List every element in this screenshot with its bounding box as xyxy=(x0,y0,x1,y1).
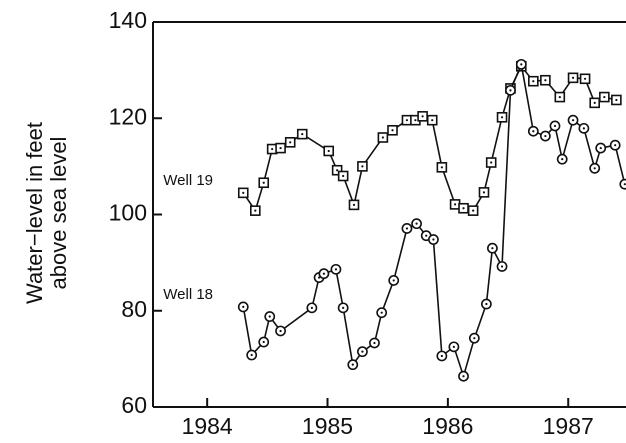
marker-dot xyxy=(289,141,292,144)
marker-dot xyxy=(485,302,488,306)
marker-dot xyxy=(532,80,535,83)
y-tick-label: 60 xyxy=(121,392,147,418)
marker-dot xyxy=(544,134,547,138)
marker-dot xyxy=(310,306,313,309)
marker-dot xyxy=(462,207,465,210)
marker-dot xyxy=(462,375,465,378)
x-tick-label: 1987 xyxy=(543,413,594,439)
marker-dot xyxy=(532,130,535,133)
marker-dot xyxy=(421,115,424,118)
marker-dot xyxy=(603,95,606,99)
marker-dot xyxy=(361,165,364,168)
marker-dot xyxy=(254,209,257,212)
marker-dot xyxy=(342,306,345,309)
marker-dot xyxy=(440,166,443,169)
x-tick-label: 1985 xyxy=(302,413,353,439)
marker-dot xyxy=(482,191,486,194)
marker-dot xyxy=(599,146,602,150)
marker-dot xyxy=(279,146,282,150)
marker-dot xyxy=(583,77,587,80)
marker-dot xyxy=(452,345,455,348)
marker-dot xyxy=(415,222,418,225)
marker-dot xyxy=(405,119,409,122)
marker-dot xyxy=(571,119,575,122)
marker-dot xyxy=(490,161,493,164)
y-tick-label: 80 xyxy=(121,296,147,322)
series-label: Well 18 xyxy=(163,286,213,303)
marker-dot xyxy=(268,315,271,318)
marker-dot xyxy=(614,144,617,147)
y-axis-label: above sea level xyxy=(46,137,71,290)
marker-dot xyxy=(472,209,475,212)
marker-dot xyxy=(279,329,282,333)
marker-dot xyxy=(414,119,417,122)
marker-dot xyxy=(558,95,561,99)
marker-dot xyxy=(262,340,265,344)
marker-dot xyxy=(571,76,575,79)
marker-dot xyxy=(327,149,330,153)
marker-dot xyxy=(473,337,476,340)
marker-dot xyxy=(334,268,338,271)
marker-dot xyxy=(561,158,564,161)
marker-dot xyxy=(373,341,376,345)
y-tick-label: 120 xyxy=(109,103,147,129)
marker-dot xyxy=(582,127,585,130)
marker-dot xyxy=(425,234,428,237)
marker-dot xyxy=(322,272,326,275)
marker-dot xyxy=(391,129,394,132)
marker-dot xyxy=(392,279,395,282)
marker-dot xyxy=(553,124,557,128)
marker-dot xyxy=(271,147,274,151)
series-line xyxy=(242,61,626,379)
marker-dot xyxy=(623,183,626,186)
marker-dot xyxy=(342,174,345,178)
marker-dot xyxy=(615,98,618,102)
marker-dot xyxy=(500,116,504,119)
x-tick-label: 1984 xyxy=(182,413,233,439)
y-tick-label: 100 xyxy=(109,200,147,226)
marker-dot xyxy=(431,119,434,122)
marker-dot xyxy=(440,354,443,358)
marker-dot xyxy=(453,203,457,206)
marker-dot xyxy=(262,181,265,184)
marker-dot xyxy=(352,203,356,206)
marker-dot xyxy=(491,247,494,250)
marker-dot xyxy=(301,133,304,136)
marker-dot xyxy=(593,167,596,170)
marker-dot xyxy=(500,265,504,268)
y-axis-label: Water−level in feet xyxy=(22,122,47,304)
marker-dot xyxy=(361,350,364,353)
marker-dot xyxy=(381,136,384,139)
marker-dot xyxy=(351,363,354,366)
marker-dot xyxy=(520,63,523,66)
y-tick-label: 140 xyxy=(109,7,147,33)
marker-dot xyxy=(509,89,512,92)
marker-dot xyxy=(380,311,383,314)
marker-dot xyxy=(242,305,245,308)
marker-dot xyxy=(544,79,547,82)
marker-dot xyxy=(242,191,245,194)
marker-dot xyxy=(405,227,409,230)
marker-dot xyxy=(593,101,596,104)
marker-dot xyxy=(250,353,253,357)
x-tick-label: 1986 xyxy=(422,413,473,439)
marker-dot xyxy=(432,238,435,241)
marker xyxy=(619,178,626,190)
marker-dot xyxy=(336,169,339,172)
series-label: Well 19 xyxy=(163,172,213,189)
